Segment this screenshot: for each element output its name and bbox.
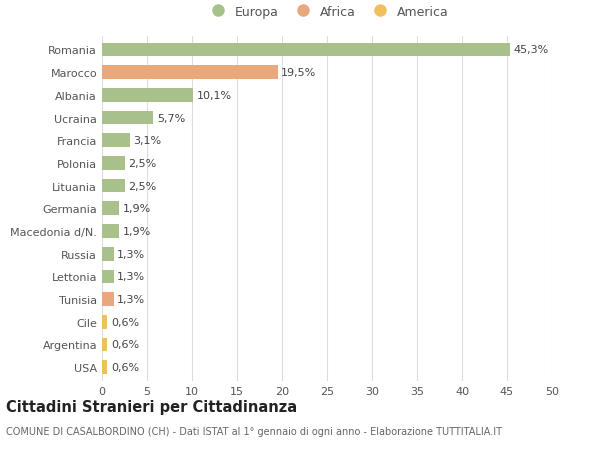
Bar [102, 270, 114, 284]
Text: 0,6%: 0,6% [111, 317, 139, 327]
Text: 1,9%: 1,9% [123, 204, 151, 214]
Bar [102, 44, 510, 57]
Bar [102, 225, 119, 238]
Bar [102, 338, 107, 352]
Bar [102, 179, 125, 193]
Text: 10,1%: 10,1% [197, 90, 232, 101]
Text: 1,3%: 1,3% [118, 272, 145, 282]
Bar [102, 202, 119, 216]
Text: 1,9%: 1,9% [123, 226, 151, 236]
Text: COMUNE DI CASALBORDINO (CH) - Dati ISTAT al 1° gennaio di ogni anno - Elaborazio: COMUNE DI CASALBORDINO (CH) - Dati ISTAT… [6, 426, 502, 436]
Bar [102, 89, 193, 102]
Text: 2,5%: 2,5% [128, 181, 157, 191]
Bar [102, 134, 130, 148]
Text: 0,6%: 0,6% [111, 363, 139, 372]
Text: 0,6%: 0,6% [111, 340, 139, 350]
Bar [102, 315, 107, 329]
Text: 3,1%: 3,1% [133, 136, 161, 146]
Legend: Europa, Africa, America: Europa, Africa, America [200, 0, 454, 23]
Text: 19,5%: 19,5% [281, 68, 316, 78]
Bar [102, 247, 114, 261]
Text: 1,3%: 1,3% [118, 294, 145, 304]
Text: 2,5%: 2,5% [128, 158, 157, 168]
Bar [102, 157, 125, 170]
Bar [102, 66, 277, 80]
Text: 1,3%: 1,3% [118, 249, 145, 259]
Bar [102, 293, 114, 306]
Text: 5,7%: 5,7% [157, 113, 185, 123]
Bar [102, 361, 107, 374]
Bar [102, 112, 154, 125]
Text: 45,3%: 45,3% [513, 45, 548, 55]
Text: Cittadini Stranieri per Cittadinanza: Cittadini Stranieri per Cittadinanza [6, 399, 297, 414]
